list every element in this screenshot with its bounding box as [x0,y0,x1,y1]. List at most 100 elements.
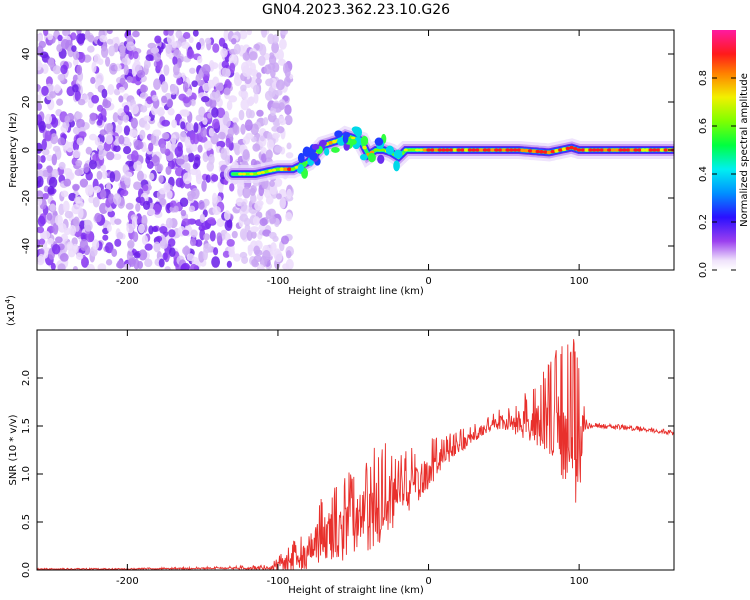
ridge-core [501,148,507,152]
ridge-core [633,148,638,152]
ridge-core [622,148,627,152]
noise-blob [79,238,89,251]
ridge-core [618,148,623,152]
noise-blob [86,263,95,270]
noise-blob [170,134,177,145]
ridge-core [433,148,439,152]
ridge-blob [311,143,320,150]
noise-blob [173,205,179,213]
noise-blob [213,247,219,256]
noise-blob [57,137,66,146]
noise-blob [265,78,274,87]
noise-blob [205,174,211,183]
noise-blob [240,201,248,212]
ridge-core [279,167,284,171]
noise-blob [189,67,196,74]
noise-blob [106,224,112,232]
noise-blob [60,64,68,75]
snr-y-tick-label: 1.0 [21,466,32,482]
noise-blob [84,30,91,40]
noise-blob [271,132,281,139]
noise-blob [64,115,70,124]
spectrogram-y-ticks: -40 -20 0 20 40 [21,48,674,254]
noise-blob [208,153,215,165]
noise-blob [99,34,108,43]
noise-blob [232,117,239,124]
noise-blob [267,33,275,45]
noise-blob [133,160,143,172]
noise-blob [168,238,176,247]
noise-blob [126,41,135,51]
noise-blob [139,129,146,140]
noise-blob [50,133,58,145]
noise-blob [112,112,119,123]
noise-blob [164,266,171,270]
ridge-core [580,148,586,152]
noise-blob [192,30,199,37]
noise-blob [183,245,190,257]
noise-blob [96,170,103,180]
colorbar-tick-label: 0.6 [698,118,709,134]
ridge-core [471,148,476,152]
noise-blob [261,30,268,38]
noise-blob [234,72,240,80]
spectrogram-x-tick-label: 100 [570,276,589,287]
noise-blob [231,230,238,239]
noise-blob [150,133,157,145]
noise-blob [98,148,105,161]
noise-blob [161,132,170,140]
ridge-blob [350,139,357,145]
noise-blob [105,56,111,67]
ridge-core [663,148,668,152]
ridge-blob [334,130,343,138]
noise-blob [190,99,196,107]
ridge-core [275,167,281,171]
noise-blob [37,196,43,206]
ridge-blob [367,152,376,163]
noise-blob [118,86,125,93]
noise-blob [211,256,221,268]
noise-blob [116,231,124,240]
ridge-core [411,148,416,152]
noise-blob [187,152,195,163]
noise-blob [262,117,269,126]
noise-blob [227,127,235,138]
noise-blob [37,94,42,103]
colorbar-tick-label: 0.2 [698,214,709,230]
noise-blob [229,62,236,74]
noise-blob [153,52,162,62]
noise-blob [100,164,107,172]
noise-blob [37,175,44,188]
ridge-blob [393,149,403,159]
noise-blob [240,123,246,135]
chart-title: GN04.2023.362.23.10.G26 [262,2,450,18]
ridge-blob [354,127,363,138]
ridge-core [494,148,499,152]
ridge-core [603,148,608,152]
noise-blob [56,44,63,53]
ridge-core [591,148,597,152]
noise-blob [218,37,226,47]
noise-blob [75,159,83,167]
ridge-core [535,149,540,154]
noise-blob [169,83,178,95]
noise-blob [224,232,231,242]
noise-blob [148,142,154,152]
noise-blob [168,229,176,238]
ridge-blob [297,152,305,164]
noise-blob [74,90,81,102]
ridge-blob [297,164,304,173]
noise-blob [108,193,115,204]
noise-blob [95,72,104,85]
noise-blob [151,226,159,233]
noise-blob [262,229,272,237]
ridge-core [637,148,642,152]
noise-blob [247,244,253,257]
noise-blob [127,239,135,249]
noise-blob [285,152,294,159]
noise-blob [239,30,248,40]
noise-blob [242,149,250,161]
noise-blob [183,154,189,163]
noise-blob [176,77,183,86]
noise-blob [106,122,114,132]
